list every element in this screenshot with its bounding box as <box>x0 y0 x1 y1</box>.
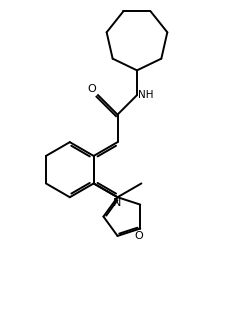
Text: N: N <box>113 199 122 208</box>
Text: NH: NH <box>138 90 154 100</box>
Text: O: O <box>87 84 96 94</box>
Text: O: O <box>135 231 144 241</box>
